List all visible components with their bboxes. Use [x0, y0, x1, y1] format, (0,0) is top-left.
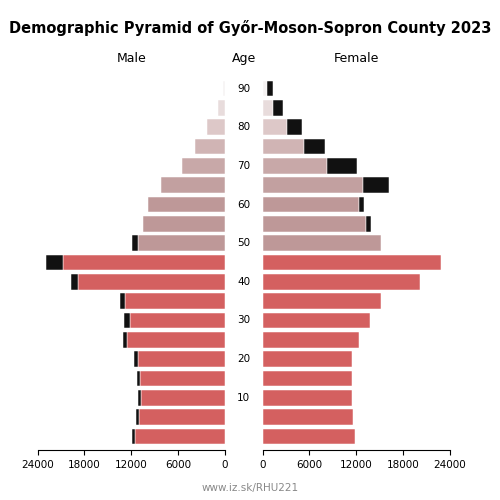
Text: Age: Age: [232, 52, 256, 65]
Bar: [358, 196, 364, 212]
Bar: [218, 100, 225, 116]
Bar: [124, 312, 130, 328]
Bar: [143, 216, 225, 232]
Bar: [138, 390, 140, 406]
Bar: [138, 351, 225, 367]
Bar: [123, 332, 128, 347]
Bar: [120, 293, 125, 309]
Bar: [136, 409, 139, 425]
Text: 10: 10: [237, 393, 250, 403]
Bar: [366, 216, 370, 232]
Bar: [262, 390, 352, 406]
Bar: [130, 312, 225, 328]
Bar: [262, 158, 326, 174]
Text: Female: Female: [334, 52, 379, 65]
Text: Demographic Pyramid of Győr-Moson-Sopron County 2023: Demographic Pyramid of Győr-Moson-Sopron…: [9, 20, 491, 36]
Bar: [262, 274, 420, 290]
Bar: [262, 409, 353, 425]
Bar: [262, 312, 370, 328]
Bar: [194, 138, 225, 154]
Bar: [262, 216, 366, 232]
Bar: [262, 370, 352, 386]
Bar: [137, 370, 140, 386]
Bar: [262, 351, 352, 367]
Text: 50: 50: [237, 238, 250, 248]
Bar: [262, 196, 358, 212]
Bar: [262, 428, 356, 444]
Bar: [262, 235, 382, 251]
Bar: [135, 428, 225, 444]
Bar: [274, 100, 283, 116]
Text: 40: 40: [237, 277, 250, 287]
Text: 30: 30: [237, 316, 250, 326]
Bar: [182, 158, 225, 174]
Bar: [140, 370, 225, 386]
Bar: [262, 178, 362, 193]
Text: Male: Male: [116, 52, 146, 65]
Bar: [140, 390, 225, 406]
Text: 60: 60: [237, 200, 250, 209]
Bar: [262, 120, 286, 135]
Bar: [46, 254, 62, 270]
Text: 20: 20: [237, 354, 250, 364]
Bar: [262, 80, 267, 96]
Bar: [139, 409, 225, 425]
Bar: [128, 332, 225, 347]
Bar: [304, 138, 325, 154]
Bar: [286, 120, 302, 135]
Text: 90: 90: [237, 84, 250, 94]
Bar: [362, 178, 389, 193]
Text: www.iz.sk/RHU221: www.iz.sk/RHU221: [202, 482, 298, 492]
Bar: [262, 293, 382, 309]
Bar: [222, 80, 225, 96]
Bar: [134, 351, 138, 367]
Bar: [262, 100, 274, 116]
Bar: [138, 235, 225, 251]
Bar: [70, 274, 78, 290]
Bar: [62, 254, 225, 270]
Bar: [262, 138, 304, 154]
Bar: [262, 254, 440, 270]
Text: 80: 80: [237, 122, 250, 132]
Bar: [267, 80, 272, 96]
Bar: [148, 196, 225, 212]
Bar: [125, 293, 225, 309]
Bar: [161, 178, 225, 193]
Bar: [326, 158, 357, 174]
Bar: [78, 274, 225, 290]
Bar: [132, 235, 138, 251]
Bar: [262, 332, 360, 347]
Bar: [207, 120, 225, 135]
Text: 70: 70: [237, 161, 250, 171]
Bar: [132, 428, 135, 444]
